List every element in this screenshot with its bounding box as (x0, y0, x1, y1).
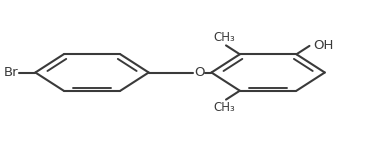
Text: CH₃: CH₃ (213, 101, 235, 114)
Text: O: O (194, 66, 205, 79)
Text: OH: OH (313, 39, 334, 52)
Text: Br: Br (4, 66, 18, 79)
Text: CH₃: CH₃ (213, 31, 235, 44)
